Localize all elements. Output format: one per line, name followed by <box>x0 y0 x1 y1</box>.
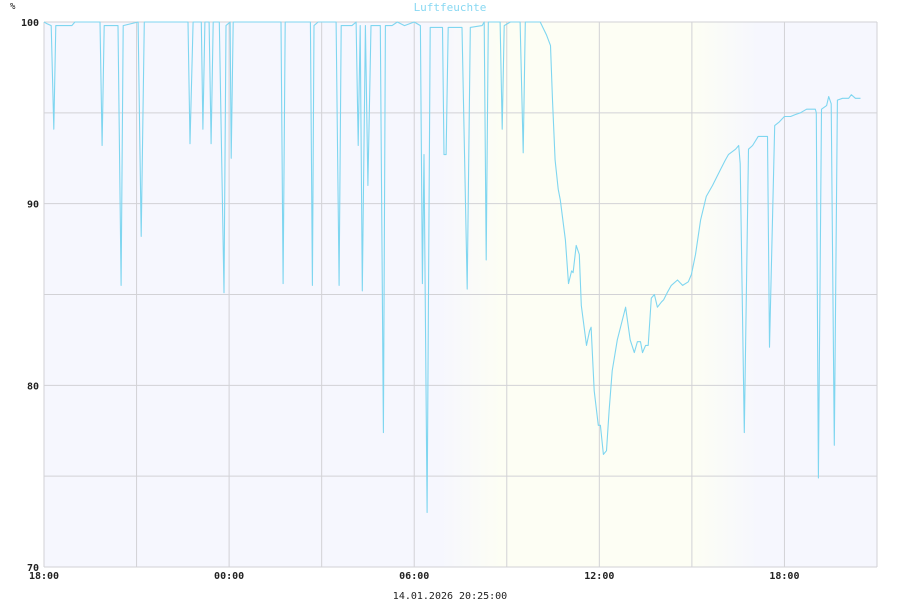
x-tick-label: 00:00 <box>214 571 244 582</box>
humidity-series-line <box>43 21 861 514</box>
grid-lines <box>43 21 878 568</box>
chart-title: Luftfeuchte <box>414 1 487 14</box>
x-tick-label: 12:00 <box>584 571 614 582</box>
y-tick-labels: 70 80 90 100 <box>21 18 39 574</box>
timestamp-footer: 14.01.2026 20:25:00 <box>393 591 507 600</box>
y-tick-label: 90 <box>27 200 39 211</box>
y-axis-unit: % <box>10 2 16 12</box>
y-tick-label: 80 <box>27 381 39 392</box>
x-tick-label: 06:00 <box>399 571 429 582</box>
x-tick-labels: 18:00 00:00 06:00 12:00 18:00 <box>29 571 800 582</box>
x-tick-label: 18:00 <box>769 571 799 582</box>
y-tick-label: 70 <box>27 563 39 574</box>
y-tick-label: 100 <box>21 18 39 29</box>
x-tick-label: 18:00 <box>29 571 59 582</box>
